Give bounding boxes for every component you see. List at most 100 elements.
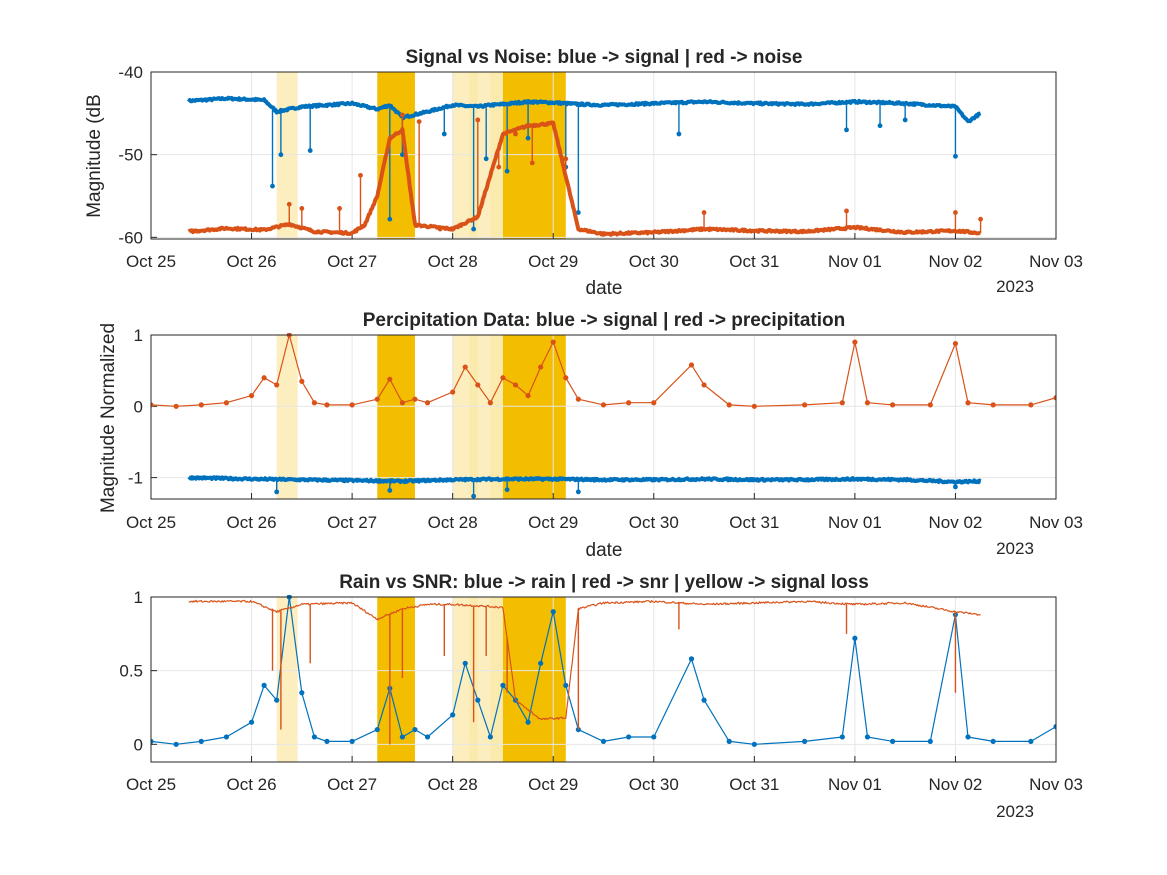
series-blue-point [450, 712, 456, 718]
y-tick-label: 1 [134, 326, 143, 345]
series-blue-point [223, 734, 230, 740]
signal-loss-band-6 [502, 72, 566, 239]
series-red-spike-point [358, 172, 363, 178]
x-tick-label: Oct 28 [428, 252, 478, 271]
series-red-spike-point [475, 117, 481, 123]
x-tick-label: Oct 27 [327, 513, 377, 532]
series-blue-point [261, 682, 267, 688]
series-red [187, 112, 983, 237]
series-red-spike-point [953, 210, 958, 215]
series-blue-point [802, 738, 808, 744]
series-red-point [726, 402, 732, 408]
series-red-point [487, 400, 493, 406]
series-red-point [688, 362, 695, 368]
series-blue-point [248, 719, 255, 725]
series-red-point [538, 364, 544, 370]
series-red-spike-point [286, 201, 292, 207]
axes-frame [150, 596, 1057, 763]
plot-area [150, 334, 1057, 499]
plot-background [151, 597, 1056, 762]
series-red-point [512, 382, 519, 388]
series-blue-point [651, 734, 657, 740]
series-red-point [563, 375, 569, 381]
series-red-point [151, 402, 154, 408]
series-blue-point [563, 682, 569, 688]
series-red-point [374, 396, 380, 402]
x-tick-label: Oct 25 [126, 513, 176, 532]
series-red-point [462, 364, 468, 370]
x-tick-label: Oct 27 [327, 775, 377, 794]
signal-loss-band-2 [377, 597, 415, 762]
x-tick-label: Oct 26 [227, 775, 277, 794]
series-blue-point [600, 738, 607, 744]
series-blue-point [500, 682, 506, 688]
x-tick-label: Oct 30 [629, 775, 679, 794]
series-blue-spike-point [483, 156, 489, 162]
series-red [188, 599, 981, 745]
series-red-spike-point [299, 206, 305, 211]
series-blue-point [1028, 738, 1034, 744]
series-red-point [450, 389, 456, 395]
x-tick-label: Nov 02 [929, 775, 983, 794]
series-blue-spike-point [676, 131, 682, 137]
series-blue [151, 595, 1056, 747]
series-blue-point [475, 697, 481, 703]
series-red-spike-point [337, 206, 342, 211]
series-red-point [701, 382, 707, 388]
x-tick-label: Oct 25 [126, 775, 176, 794]
title-precipitation-data: Percipitation Data: blue -> signal | red… [363, 310, 846, 331]
series-blue-spike-point [441, 131, 447, 137]
series-red-point [198, 402, 204, 408]
series-red-point [802, 402, 808, 408]
title-rain-vs-snr: Rain vs SNR: blue -> rain | red -> snr |… [339, 572, 869, 593]
series-blue-line [187, 475, 982, 485]
series-blue-point [626, 734, 632, 740]
y-tick-label: -60 [118, 228, 143, 247]
series-blue-point [575, 726, 581, 733]
year-label-precipitation-data: 2023 [996, 539, 1034, 558]
x-tick-label: Oct 30 [629, 252, 679, 271]
series-red-point [349, 402, 355, 408]
series-blue-point [864, 734, 871, 740]
series-red-point [839, 400, 845, 406]
x-tick-label: Oct 29 [528, 513, 578, 532]
series-blue-point [311, 734, 318, 740]
y-tick-label: 0 [134, 735, 143, 754]
series-blue-point [701, 697, 707, 703]
axes-signal-vs-noise: Signal vs Noise: blue -> signal | red ->… [84, 47, 1083, 299]
series-red-spike-point [513, 131, 518, 137]
series-blue-line [186, 95, 982, 124]
series-layer [186, 95, 983, 237]
series-layer [151, 333, 1056, 499]
series-blue [187, 475, 982, 499]
series-red-spike-point [844, 208, 849, 214]
series-red-spike-point [416, 119, 422, 125]
series-red-point [248, 393, 255, 399]
series-red-point [626, 400, 632, 406]
series-blue-point [399, 734, 405, 740]
x-tick-label: Nov 01 [828, 775, 882, 794]
series-blue-point [927, 738, 933, 744]
series-red-point [651, 400, 657, 406]
series-red-point [424, 400, 431, 406]
series-blue-spike-point [387, 488, 393, 493]
series-blue-spike-point [877, 123, 883, 129]
x-tick-label: Oct 31 [729, 775, 779, 794]
series-red-point [965, 400, 971, 406]
series-blue-spike-point [270, 183, 275, 189]
x-tick-label: Oct 31 [729, 252, 779, 271]
series-red-spike-point [437, 226, 443, 232]
x-tick-label: Nov 03 [1029, 252, 1083, 271]
year-label-signal-vs-noise: 2023 [996, 277, 1034, 296]
series-blue-line [151, 596, 1056, 745]
x-tick-label: Oct 28 [428, 775, 478, 794]
series-blue-point [487, 734, 493, 740]
title-signal-vs-noise: Signal vs Noise: blue -> signal | red ->… [405, 47, 802, 68]
series-blue-point [839, 734, 845, 740]
series-blue-spike-point [953, 153, 958, 159]
series-blue-point [374, 726, 380, 733]
series-blue-spike-point [575, 210, 581, 215]
x-tick-label: Nov 01 [828, 252, 882, 271]
x-tick-label: Oct 31 [729, 513, 779, 532]
ylabel-signal-vs-noise: Magnitude (dB [84, 94, 105, 218]
